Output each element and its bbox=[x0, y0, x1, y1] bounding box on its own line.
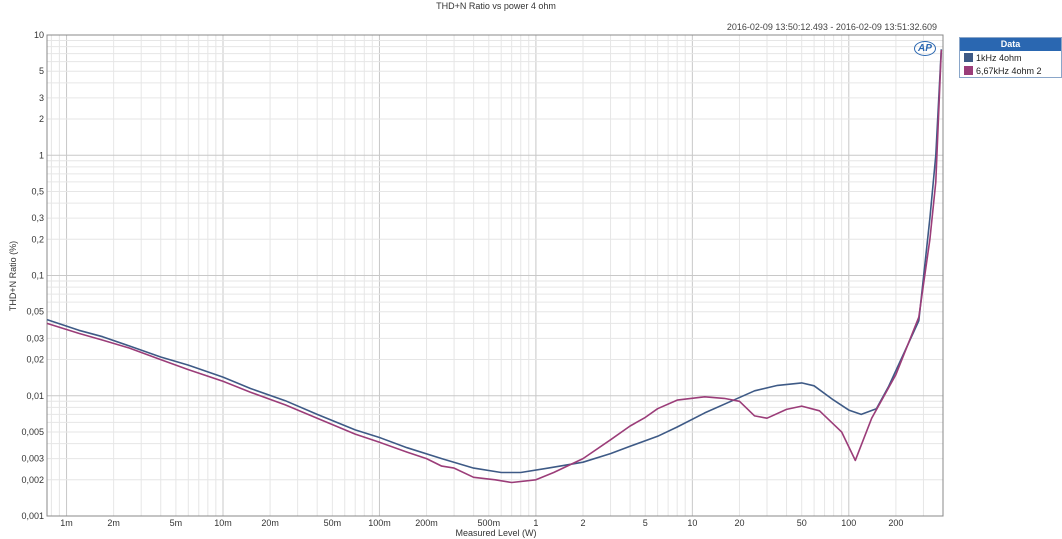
x-tick-label: 5m bbox=[170, 518, 183, 528]
legend-label-series-1: 1kHz 4ohm bbox=[976, 52, 1022, 63]
x-tick-label: 10 bbox=[687, 518, 697, 528]
y-tick-label: 0,003 bbox=[21, 454, 44, 464]
x-tick-label: 20 bbox=[734, 518, 744, 528]
series-layer bbox=[46, 49, 943, 484]
y-tick-label: 0,2 bbox=[31, 234, 44, 244]
x-tick-label: 10m bbox=[214, 518, 232, 528]
x-tick-label: 100m bbox=[368, 518, 391, 528]
y-tick-label: 0,3 bbox=[31, 213, 44, 223]
x-tick-label: 100 bbox=[841, 518, 856, 528]
x-axis-label: Measured Level (W) bbox=[455, 528, 536, 538]
series-line-1 bbox=[46, 49, 943, 474]
x-tick-label: 200 bbox=[888, 518, 903, 528]
y-tick-label: 0,01 bbox=[26, 391, 44, 401]
legend-swatch-series-2 bbox=[964, 66, 973, 75]
chart-timestamp: 2016-02-09 13:50:12.493 - 2016-02-09 13:… bbox=[727, 22, 937, 32]
x-tick-label: 1 bbox=[533, 518, 538, 528]
legend: Data 1kHz 4ohm 6,67kHz 4ohm 2 bbox=[959, 37, 1062, 78]
legend-title: Data bbox=[960, 38, 1061, 51]
tick-labels: 1m 2m 5m 10m 20m 50m 100m 200m 500m 1 2 5 10 20 50 100 2… bbox=[21, 30, 903, 528]
x-tick-label: 200m bbox=[415, 518, 438, 528]
x-tick-label: 5 bbox=[643, 518, 648, 528]
y-tick-label: 1 bbox=[39, 150, 44, 160]
y-tick-label: 0,1 bbox=[31, 271, 44, 281]
grid bbox=[47, 34, 944, 517]
legend-swatch-series-1 bbox=[964, 53, 973, 62]
y-tick-label: 5 bbox=[39, 66, 44, 76]
y-axis-label: THD+N Ratio (%) bbox=[8, 241, 18, 311]
x-tick-label: 2m bbox=[107, 518, 120, 528]
y-tick-label: 0,02 bbox=[26, 355, 44, 365]
x-tick-label: 1m bbox=[60, 518, 73, 528]
y-tick-label: 0,05 bbox=[26, 307, 44, 317]
legend-item[interactable]: 1kHz 4ohm bbox=[960, 51, 1061, 64]
x-tick-label: 500m bbox=[478, 518, 501, 528]
y-tick-label: 0,002 bbox=[21, 475, 44, 485]
y-tick-label: 0,005 bbox=[21, 427, 44, 437]
x-tick-label: 50 bbox=[797, 518, 807, 528]
y-tick-label: 3 bbox=[39, 93, 44, 103]
y-tick-label: 0,03 bbox=[26, 333, 44, 343]
y-tick-label: 0,5 bbox=[31, 186, 44, 196]
y-tick-label: 2 bbox=[39, 114, 44, 124]
x-tick-label: 20m bbox=[261, 518, 279, 528]
x-tick-label: 50m bbox=[324, 518, 342, 528]
chart-title: THD+N Ratio vs power 4 ohm bbox=[436, 1, 556, 11]
plot-frame bbox=[46, 34, 944, 517]
legend-item[interactable]: 6,67kHz 4ohm 2 bbox=[960, 64, 1061, 77]
y-tick-label: 0,001 bbox=[21, 511, 44, 521]
series-line-2 bbox=[46, 49, 943, 484]
legend-label-series-2: 6,67kHz 4ohm 2 bbox=[976, 65, 1042, 76]
ap-logo-icon: AP bbox=[914, 41, 936, 56]
y-tick-label: 10 bbox=[34, 30, 44, 40]
x-tick-label: 2 bbox=[580, 518, 585, 528]
